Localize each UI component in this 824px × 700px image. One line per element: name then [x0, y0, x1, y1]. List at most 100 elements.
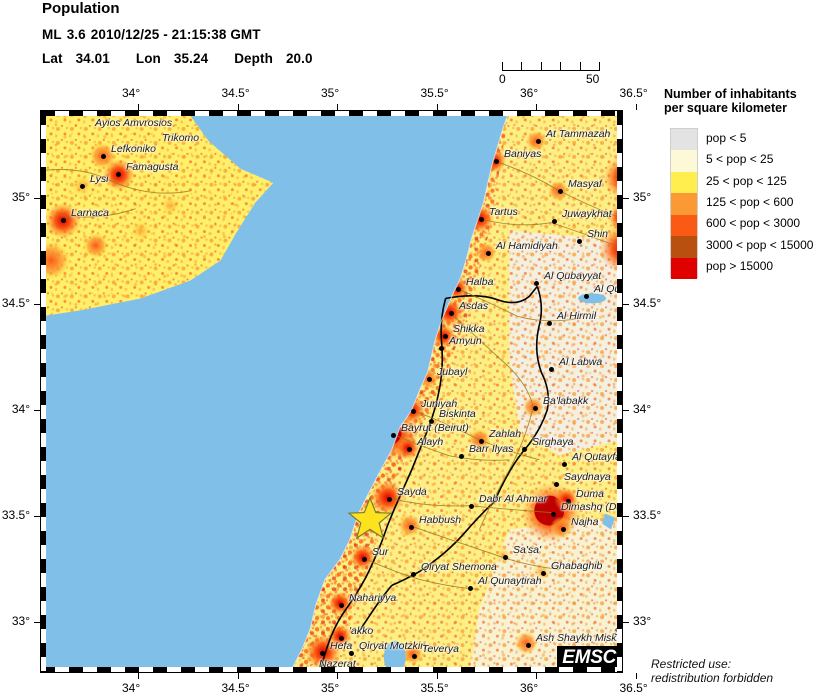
legend-swatch-3: [671, 193, 697, 215]
axis-x-label-bottom: 36°: [520, 681, 539, 695]
city-label: Hefa: [330, 640, 353, 652]
city-dot: [449, 311, 454, 316]
lat-label: Lat: [42, 51, 63, 66]
restricted-use-notice: Restricted use: redistribution forbidden: [651, 657, 773, 685]
city-dot: [552, 219, 557, 224]
city-dot: [494, 159, 499, 164]
city-dot: [533, 406, 538, 411]
event-datetime: 2010/12/25 - 21:15:38 GMT: [90, 27, 261, 42]
city-label: Najha: [571, 516, 599, 528]
axis-x-tick: [536, 673, 537, 679]
header-block: Population ML 3.6 2010/12/25 - 21:15:38 GM…: [42, 0, 602, 66]
city-dot: [468, 586, 473, 591]
axis-x-label-bottom: 36.5°: [619, 681, 648, 695]
map-raster: [41, 111, 622, 672]
map-border-right: [617, 111, 622, 672]
axis-y-label-left: 33°: [11, 614, 30, 628]
road-network: [362, 160, 622, 590]
city-label: Barr Ilyas: [469, 443, 514, 455]
axis-x-tick: [138, 104, 139, 110]
city-label: 'akko: [349, 625, 374, 637]
city-label: Lefkoniko: [111, 143, 156, 155]
city-label: Shikka: [453, 323, 485, 335]
axis-y-label-right: 33°: [633, 614, 652, 628]
depth-label: Depth: [234, 51, 273, 66]
city-label: Masyaf: [568, 178, 602, 190]
city-label: Trikomo: [162, 132, 200, 144]
city-dot: [541, 571, 546, 576]
city-label: Bayrut (Beirut): [401, 422, 469, 434]
city-label: Nahariyya: [349, 592, 397, 604]
city-label: Ba'labakk: [543, 395, 589, 407]
city-dot: [549, 367, 554, 372]
axis-x-tick: [635, 104, 637, 110]
city-label: Sa'sa': [513, 544, 541, 556]
city-dot: [534, 281, 539, 286]
city-dot: [339, 603, 344, 608]
axis-y-label-right: 34°: [633, 402, 652, 416]
city-label: Jubayl: [437, 366, 468, 378]
city-label: Amyun: [449, 335, 482, 347]
city-label: Al Qutayfah: [572, 451, 623, 463]
axis-x-label-bottom: 34.5°: [221, 681, 250, 695]
city-label: Al Qubayyat: [544, 270, 602, 282]
event-magnitude-line: ML 3.6 2010/12/25 - 21:15:38 GMT: [42, 27, 602, 42]
city-label: Al Labwa: [559, 356, 603, 368]
city-dot: [391, 433, 396, 438]
restricted-line2: redistribution forbidden: [651, 671, 774, 685]
legend-swatch-1: [671, 150, 697, 172]
axis-y-label-right: 33.5°: [633, 508, 662, 522]
axis-x-label-top: 35°: [321, 86, 340, 100]
epicenter-star[interactable]: [348, 497, 392, 539]
map-scale-bar: 0 50: [499, 62, 600, 88]
city-label: Sur: [372, 546, 389, 558]
axis-y-label-left: 34°: [11, 402, 30, 416]
city-dot: [61, 218, 66, 223]
legend-label-1: 5 < pop < 25: [706, 152, 774, 167]
axis-x-tick: [138, 673, 139, 679]
city-label: At Tammazah: [546, 128, 611, 140]
city-dot: [459, 454, 464, 459]
axis-x-tick: [536, 104, 537, 110]
city-dot: [479, 439, 484, 444]
axis-x-label-bottom: 35°: [321, 681, 340, 695]
city-dot: [320, 651, 325, 656]
legend-label-4: 600 < pop < 3000: [706, 216, 801, 231]
city-dot: [427, 377, 432, 382]
legend-title-line1: Number of inhabitants: [664, 87, 797, 101]
city-dot: [429, 419, 434, 424]
city-dot: [547, 321, 552, 326]
axis-x-label-top: 35.5°: [420, 86, 449, 100]
axis-y-label-left: 34.5°: [1, 296, 30, 310]
lat-value: 34.01: [75, 51, 110, 66]
restricted-line1: Restricted use:: [651, 657, 732, 671]
map-frame[interactable]: Ayios Amvrosios Trikomo Lefkoniko Lysi Famag…: [40, 110, 623, 673]
city-label: Shin: [587, 228, 609, 240]
legend-swatch-5: [671, 236, 697, 258]
city-label: Larnaca: [71, 207, 109, 219]
legend-swatch-0: [671, 129, 697, 151]
axis-x-label-top: 36.5°: [619, 86, 648, 100]
axis-x-label-bottom: 34°: [122, 681, 141, 695]
city-label: Dimashq (Damascus: [561, 501, 622, 513]
city-dot: [561, 527, 566, 532]
city-dot: [522, 447, 527, 452]
city-label: Qiryat Motzkin: [359, 640, 427, 652]
city-dot: [339, 636, 344, 641]
ml-label: ML: [42, 27, 62, 42]
city-label: Habbush: [419, 514, 462, 526]
legend-colorbar: [670, 128, 698, 279]
city-label: Alayh: [417, 436, 444, 448]
axis-x-tick: [436, 673, 438, 679]
city-dot: [411, 409, 416, 414]
city-dot: [551, 512, 556, 517]
city-dot: [503, 555, 508, 560]
city-dot: [526, 643, 531, 648]
event-location-line: Lat 34.01 Lon 35.24 Depth 20.0: [42, 51, 602, 66]
city-dot: [562, 462, 567, 467]
axis-x-tick: [337, 673, 338, 679]
legend-label-6: pop > 15000: [706, 259, 774, 274]
map-container[interactable]: Ayios Amvrosios Trikomo Lefkoniko Lysi Famag…: [2, 86, 661, 695]
axis-y-tick: [34, 304, 40, 305]
city-label: Qiryat Shemona: [421, 561, 497, 573]
